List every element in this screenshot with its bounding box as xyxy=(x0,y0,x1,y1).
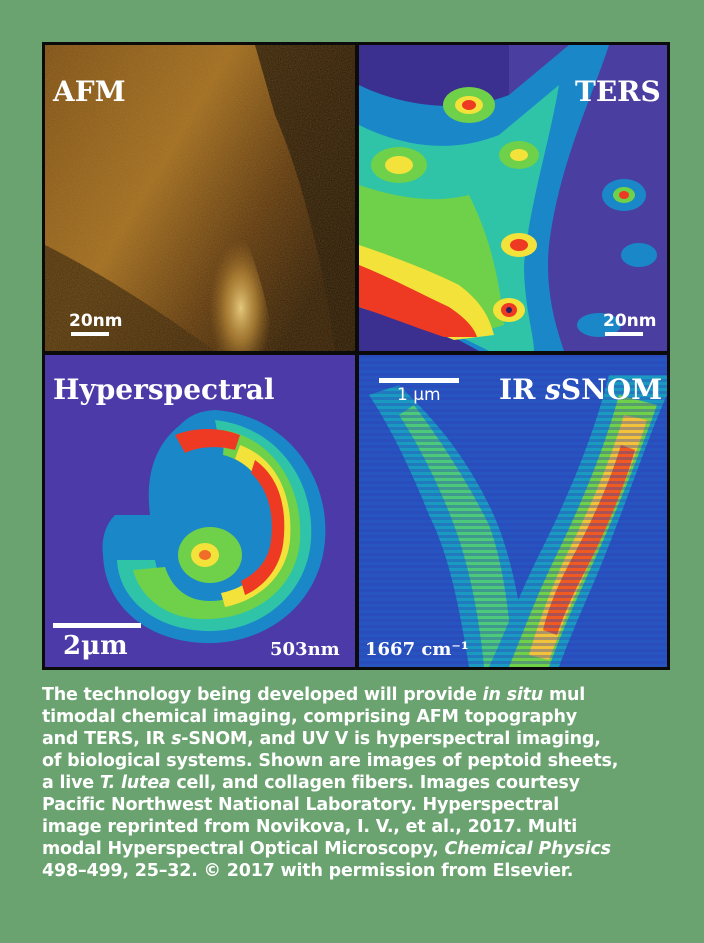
hyperspectral-wavelength: 503nm xyxy=(270,639,340,660)
caption-line: a live T. lutea cell, and collagen fiber… xyxy=(42,773,580,793)
ir-ssnom-scale-text: 1 μm xyxy=(397,385,441,405)
ir-ssnom-label: IR sSNOM xyxy=(499,373,663,406)
caption-line: Pacific Northwest National Laboratory. H… xyxy=(42,795,560,815)
ters-scale-bar xyxy=(605,332,643,336)
caption-line: of biological systems. Shown are images … xyxy=(42,751,619,771)
hyperspectral-panel: Hyperspectral 2μm 503nm xyxy=(45,355,355,667)
figure-grid: AFM 20nm xyxy=(42,42,670,670)
caption-line: timodal chemical imaging, comprising AFM… xyxy=(42,707,577,727)
afm-label: AFM xyxy=(53,75,126,108)
caption-line: 498–499, 25–32. © 2017 with permission f… xyxy=(42,861,574,881)
afm-scale-bar xyxy=(71,332,109,336)
caption-line: and TERS, IR s-SNOM, and UV V is hypersp… xyxy=(42,729,601,749)
caption-line: image reprinted from Novikova, I. V., et… xyxy=(42,817,578,837)
ters-label: TERS xyxy=(575,75,661,108)
afm-scale-text: 20nm xyxy=(69,311,123,331)
afm-image xyxy=(45,45,355,351)
caption-line: modal Hyperspectral Optical Microscopy, … xyxy=(42,839,611,859)
afm-panel: AFM 20nm xyxy=(45,45,355,351)
ters-panel: TERS 20nm xyxy=(359,45,667,351)
ir-ssnom-wavenumber: 1667 cm⁻¹ xyxy=(365,639,469,660)
ir-ssnom-panel: IR sSNOM 1 μm 1667 cm⁻¹ xyxy=(359,355,667,667)
hyperspectral-scale-text: 2μm xyxy=(63,631,128,661)
ters-image xyxy=(359,45,667,351)
caption-line: The technology being developed will prov… xyxy=(42,685,586,705)
figure-caption: The technology being developed will prov… xyxy=(42,684,682,882)
ters-scale-text: 20nm xyxy=(603,311,657,331)
hyperspectral-scale-bar xyxy=(53,623,141,628)
hyperspectral-image xyxy=(45,355,355,667)
ir-ssnom-scale-bar xyxy=(379,378,459,383)
hyperspectral-label: Hyperspectral xyxy=(53,373,275,406)
ir-ssnom-image xyxy=(359,355,667,667)
